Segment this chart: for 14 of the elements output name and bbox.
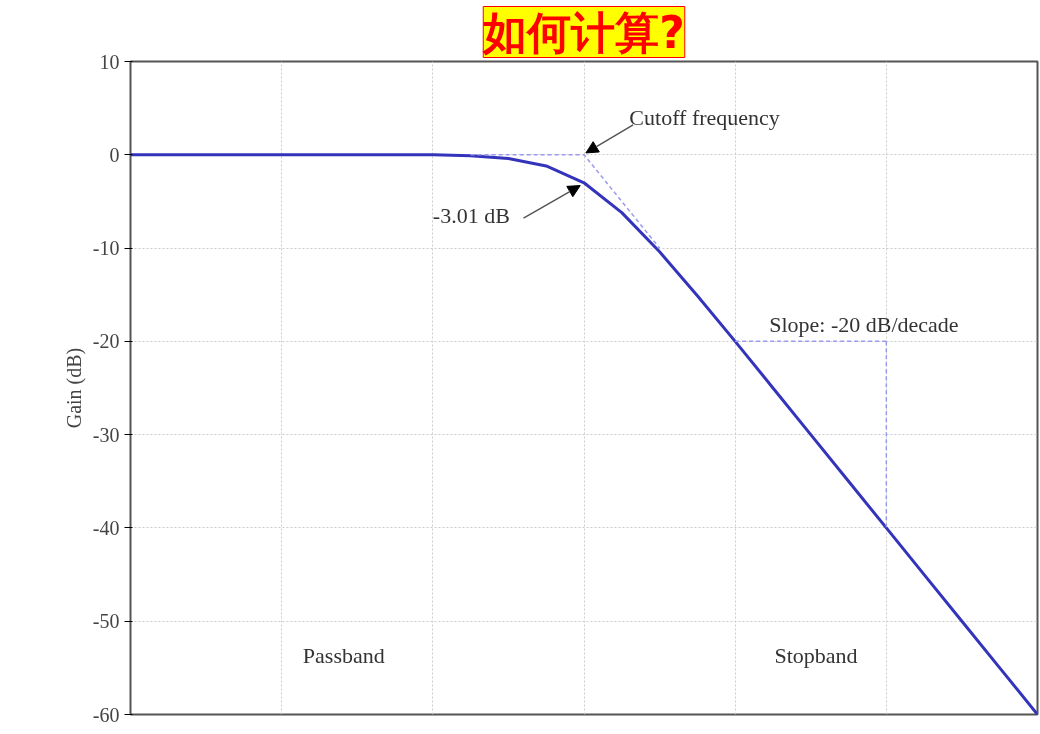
- annotation: Slope: -20 dB/decade: [769, 311, 959, 337]
- y-tick-label: 10: [99, 50, 120, 73]
- annotation: Passband: [302, 642, 385, 668]
- y-tick-label: -10: [92, 237, 120, 260]
- annotation: Stopband: [774, 642, 858, 668]
- y-axis-title: Gain (dB): [62, 347, 86, 429]
- y-tick-label: -30: [92, 423, 120, 446]
- y-tick-label: -20: [92, 330, 120, 353]
- y-tick-label: -50: [92, 610, 120, 633]
- y-tick-label: -40: [92, 516, 120, 539]
- y-tick-label: -60: [92, 703, 120, 726]
- annotation: -3.01 dB: [432, 202, 510, 228]
- y-tick-label: 0: [109, 143, 120, 166]
- annotation: Cutoff frequency: [629, 104, 780, 130]
